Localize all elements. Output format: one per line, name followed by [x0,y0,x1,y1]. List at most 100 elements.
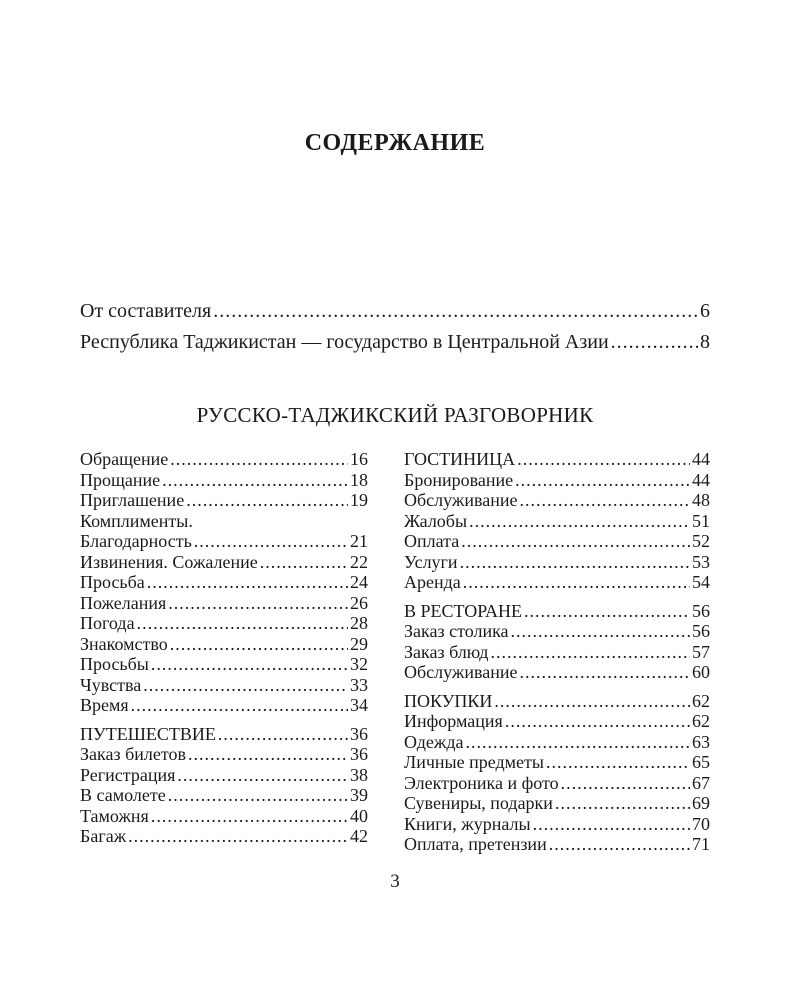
toc-entry: Одежда 63 [404,732,710,753]
toc-dot-leader [186,490,348,511]
toc-dot-leader [466,732,691,753]
toc-entry-page: 63 [692,731,710,752]
toc-dot-leader [170,449,348,470]
toc-entry-page: 54 [692,572,710,592]
toc-entry: Оплата, претензии 71 [404,834,710,855]
toc-entry-label: Заказ блюд [404,641,489,662]
toc-column-right: ГОСТИНИЦА 44 Бронирование 44 Обслуживани… [404,449,710,855]
toc-entry: Заказ столика 56 [404,621,710,642]
toc-dot-leader [260,552,348,573]
toc-entry-page: 22 [350,551,368,572]
toc-entry-page: 40 [350,805,368,826]
section-heading: РУССКО-ТАДЖИКСКИЙ РАЗГОВОРНИК [196,403,594,427]
toc-dot-leader [461,531,690,552]
toc-entry-page: 29 [350,633,368,654]
toc-entry-label: Личные предметы [404,752,544,772]
toc-entry: Информация 62 [404,711,710,732]
toc-entry-page: 32 [350,654,368,674]
toc-entry: Прощание 18 [80,470,368,491]
toc-dot-leader [519,490,690,511]
toc-entry-page: 36 [350,723,368,744]
toc-dot-leader [194,531,348,552]
toc-entry-page: 24 [350,572,368,592]
toc-entry-page: 70 [692,813,710,834]
toc-entry: Обращение 16 [80,449,368,470]
toc-entry-label: Заказ столика [404,621,509,641]
toc-entry-page: 33 [350,674,368,695]
toc-entry: Багаж 42 [80,826,368,847]
toc-entry: ПОКУПКИ 62 [404,691,710,712]
toc-dot-leader [533,814,690,835]
toc-entry-label: Услуги [404,551,458,572]
toc-dot-leader [147,572,348,593]
toc-dot-leader [519,662,690,683]
toc-dot-leader [143,675,348,696]
toc-entry-label: Благодарность [80,531,192,551]
toc-dot-leader [463,572,690,593]
toc-dot-leader [188,744,348,765]
toc-entry-label: Республика Таджикистан — государство в Ц… [80,331,609,353]
toc-entry-label: Жалобы [404,510,468,531]
toc-entry-label: В РЕСТОРАНЕ [404,600,522,621]
toc-entry-label: Электроника и фото [404,772,559,793]
toc-entry-page: 65 [692,752,710,772]
toc-dot-leader [549,834,690,855]
toc-entry: В самолете 39 [80,785,368,806]
toc-entry-page: 42 [350,826,368,846]
toc-dot-leader [524,601,690,622]
toc-dot-leader [494,691,690,712]
toc-entry-label: Аренда [404,572,461,592]
toc-entry-page: 48 [692,490,710,510]
toc-dot-leader [511,621,690,642]
toc-entry: Бронирование 44 [404,470,710,491]
toc-entry-label: Чувства [80,674,142,695]
toc-entry-page: 51 [692,510,710,531]
toc-entry-page: 21 [350,531,368,551]
toc-dot-leader [177,765,348,786]
toc-entry-label: От составителя [80,300,212,322]
toc-columns: Обращение 16 Прощание 18 Приглашение 19 … [80,449,710,855]
toc-dot-leader [611,327,698,358]
toc-entry-page: 6 [700,300,710,322]
toc-entry: Оплата 52 [404,531,710,552]
toc-entry-label: Оплата, претензии [404,834,547,854]
toc-entry-label: ГОСТИНИЦА [404,449,516,469]
toc-entry-label: ПОКУПКИ [404,690,493,711]
toc-entry-label: В самолете [80,785,166,805]
toc-entry: Книги, журналы 70 [404,814,710,835]
toc-entry: ГОСТИНИЦА 44 [404,449,710,470]
toc-entry: Время 34 [80,695,368,716]
toc-entry: Личные предметы 65 [404,752,710,773]
toc-entry-page: 56 [692,600,710,621]
toc-entry: Благодарность 21 [80,531,368,552]
toc-entry-label: Одежда [404,731,464,752]
toc-dot-leader [469,511,690,532]
toc-entry-page: 67 [692,772,710,793]
toc-entry-label: Время [80,695,129,715]
toc-entry-label: Багаж [80,826,127,846]
toc-entry-label: Бронирование [404,469,514,490]
toc-entry-page: 56 [692,621,710,641]
toc-entry: Извинения. Сожаление 22 [80,552,368,573]
toc-entry-label: Обслуживание [404,490,518,510]
toc-entry: Жалобы 51 [404,511,710,532]
toc-entry: Просьба 24 [80,572,368,593]
toc-dot-leader [561,773,690,794]
toc-entry: Заказ билетов 36 [80,744,368,765]
toc-entry: Знакомство 29 [80,634,368,655]
toc-entry: Пожелания 26 [80,593,368,614]
toc-entry-label: Извинения. Сожаление [80,551,258,572]
toc-dot-leader [460,552,690,573]
toc-entry: Приглашение 19 [80,490,368,511]
toc-entry-label: Знакомство [80,633,168,654]
toc-column-left: Обращение 16 Прощание 18 Приглашение 19 … [80,449,368,855]
toc-entry: Погода 28 [80,613,368,634]
toc-entry-page: 8 [700,331,710,353]
toc-entry-page: 52 [692,531,710,551]
toc-dot-leader [218,724,348,745]
toc-dot-leader [213,296,698,327]
toc-entry-page: 16 [350,449,368,469]
toc-dot-leader [162,470,348,491]
toc-dot-leader [128,826,348,847]
